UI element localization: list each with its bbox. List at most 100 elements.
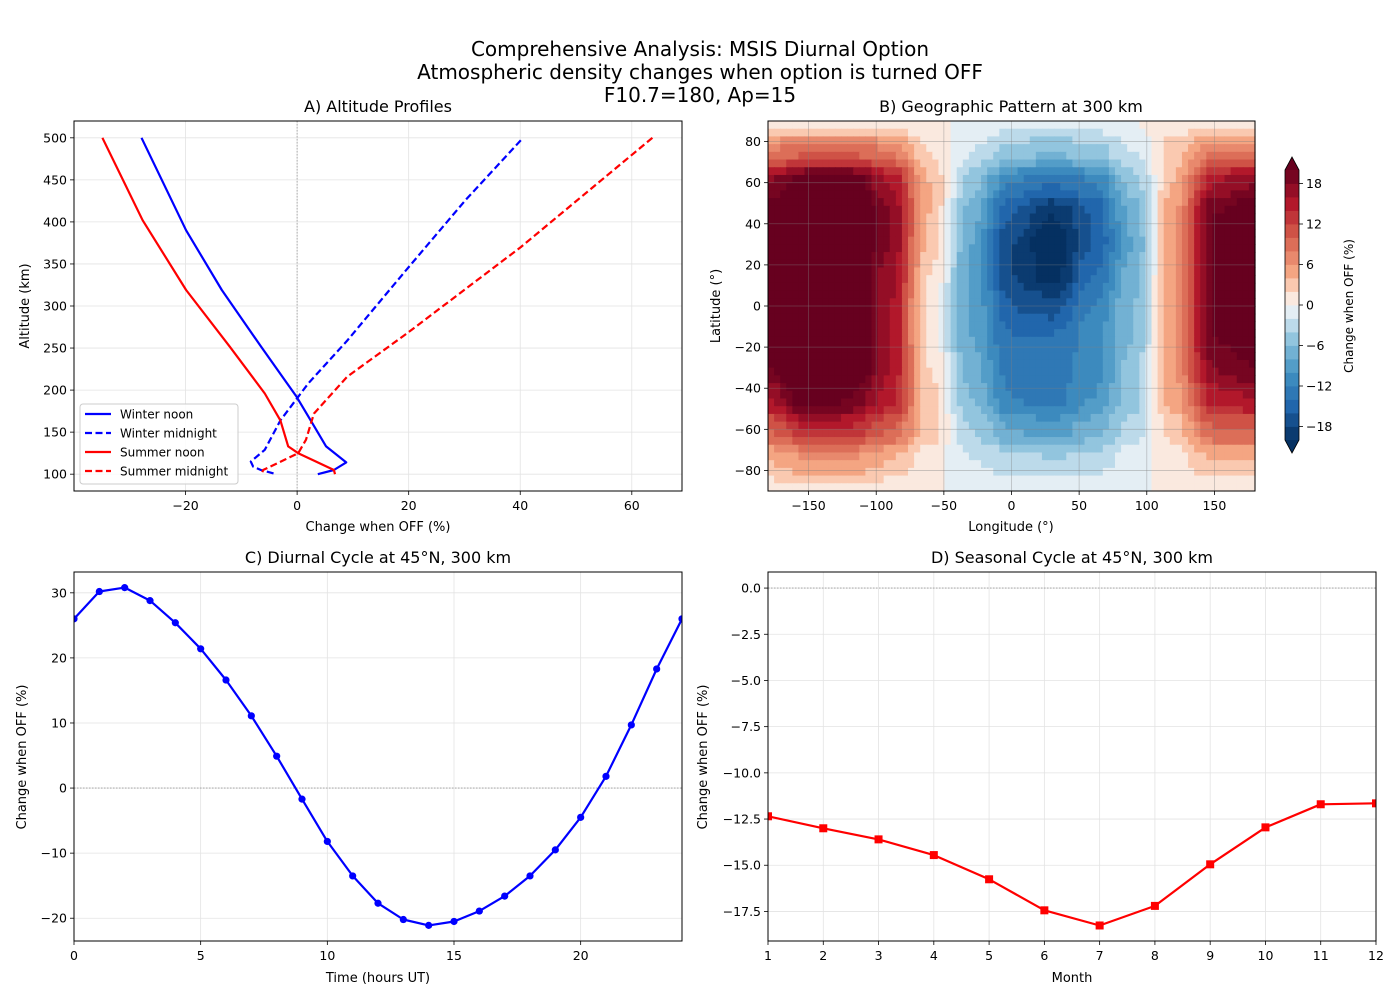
heatmap-cell [1200, 244, 1207, 253]
heatmap-cell [1194, 413, 1201, 423]
heatmap-cell [1175, 413, 1183, 423]
heatmap-cell [780, 475, 787, 484]
heatmap-cell [962, 144, 970, 153]
heatmap-cell [828, 483, 836, 492]
heatmap-cell [1181, 159, 1189, 168]
heatmap-cell [1242, 429, 1250, 438]
heatmap-cell [956, 228, 964, 238]
heatmap-cell [1078, 244, 1086, 253]
heatmap-cell [895, 383, 903, 392]
heatmap-cell [1145, 275, 1153, 284]
heatmap-cell [847, 444, 854, 454]
heatmap-cell [1169, 259, 1177, 269]
heatmap-cell [1206, 367, 1213, 376]
heatmap-cell [822, 213, 830, 222]
y-tick-label: 200 [43, 383, 67, 398]
heatmap-cell [816, 252, 824, 261]
heatmap-cell [841, 306, 848, 315]
heatmap-cell [1035, 313, 1043, 323]
heatmap-cell [1102, 359, 1110, 369]
heatmap-cell [822, 174, 830, 184]
heatmap-cell [859, 398, 866, 407]
heatmap-cell [1048, 413, 1055, 423]
heatmap-cell [962, 452, 970, 461]
heatmap-cell [1200, 252, 1207, 261]
heatmap-cell [1224, 398, 1232, 407]
heatmap-cell [1133, 367, 1140, 376]
heatmap-cell [1139, 329, 1147, 338]
heatmap-cell [914, 151, 921, 161]
heatmap-cell [883, 236, 891, 245]
y-tick-label: −7.5 [731, 719, 761, 734]
heatmap-cell [908, 252, 915, 261]
heatmap-cell [1011, 344, 1019, 353]
heatmap-cell [895, 275, 903, 284]
heatmap-cell [1054, 467, 1061, 477]
heatmap-cell [1145, 367, 1153, 376]
heatmap-cell [1218, 282, 1226, 292]
heatmap-cell [1133, 221, 1140, 230]
heatmap-cell [1035, 367, 1043, 376]
heatmap-cell [932, 352, 940, 361]
heatmap-cell [1102, 121, 1110, 130]
heatmap-cell [1127, 460, 1134, 469]
heatmap-cell [932, 128, 940, 138]
heatmap-cell [1121, 475, 1128, 484]
heatmap-cell [1206, 306, 1213, 315]
heatmap-cell [768, 406, 775, 415]
heatmap-cell [768, 198, 775, 207]
heatmap-cell [841, 344, 848, 353]
heatmap-cell [774, 282, 781, 292]
heatmap-cell [999, 136, 1007, 145]
heatmap-cell [1066, 437, 1073, 446]
heatmap-cell [895, 306, 903, 315]
heatmap-cell [1035, 259, 1043, 269]
colorbar-tick-label: 12 [1306, 217, 1322, 232]
heatmap-cell [1035, 136, 1043, 145]
heatmap-cell [768, 236, 775, 245]
heatmap-cell [1194, 128, 1201, 138]
heatmap-cell [774, 329, 781, 338]
heatmap-cell [1060, 421, 1067, 430]
heatmap-cell [1230, 213, 1238, 222]
heatmap-cell [1181, 190, 1189, 199]
heatmap-cell [1114, 429, 1122, 438]
panel-a-ylabel: Altitude (km) [18, 263, 33, 348]
heatmap-cell [962, 213, 970, 222]
heatmap-cell [1151, 198, 1159, 207]
heatmap-cell [1066, 198, 1073, 207]
heatmap-cell [1212, 398, 1220, 407]
heatmap-cell [1005, 429, 1013, 438]
heatmap-cell [1048, 136, 1055, 145]
heatmap-cell [1023, 128, 1031, 138]
heatmap-cell [1248, 375, 1256, 384]
heatmap-cell [847, 144, 854, 153]
heatmap-cell [1102, 429, 1110, 438]
heatmap-cell [1224, 367, 1232, 376]
heatmap-cell [1084, 151, 1092, 161]
heatmap-cell [993, 128, 1000, 138]
heatmap-cell [1218, 429, 1226, 438]
heatmap-cell [834, 128, 842, 138]
heatmap-cell [1133, 452, 1140, 461]
heatmap-cell [1023, 437, 1031, 446]
heatmap-cell [1048, 483, 1055, 492]
heatmap-cell [1133, 475, 1140, 484]
heatmap-cell [1029, 313, 1037, 323]
heatmap-cell [1114, 298, 1122, 307]
heatmap-cell [1236, 413, 1244, 423]
heatmap-cell [798, 390, 806, 400]
heatmap-cell [1029, 198, 1037, 207]
heatmap-cell [956, 244, 964, 253]
heatmap-cell [810, 275, 818, 284]
heatmap-cell [810, 244, 818, 253]
heatmap-cell [1084, 406, 1092, 415]
heatmap-cell [962, 475, 970, 484]
heatmap-cell [780, 190, 787, 199]
heatmap-cell [1212, 128, 1220, 138]
heatmap-cell [1133, 205, 1140, 215]
heatmap-cell [1175, 221, 1183, 230]
y-tick-label: −20 [735, 340, 761, 355]
heatmap-cell [865, 259, 873, 269]
heatmap-cell [810, 460, 818, 469]
